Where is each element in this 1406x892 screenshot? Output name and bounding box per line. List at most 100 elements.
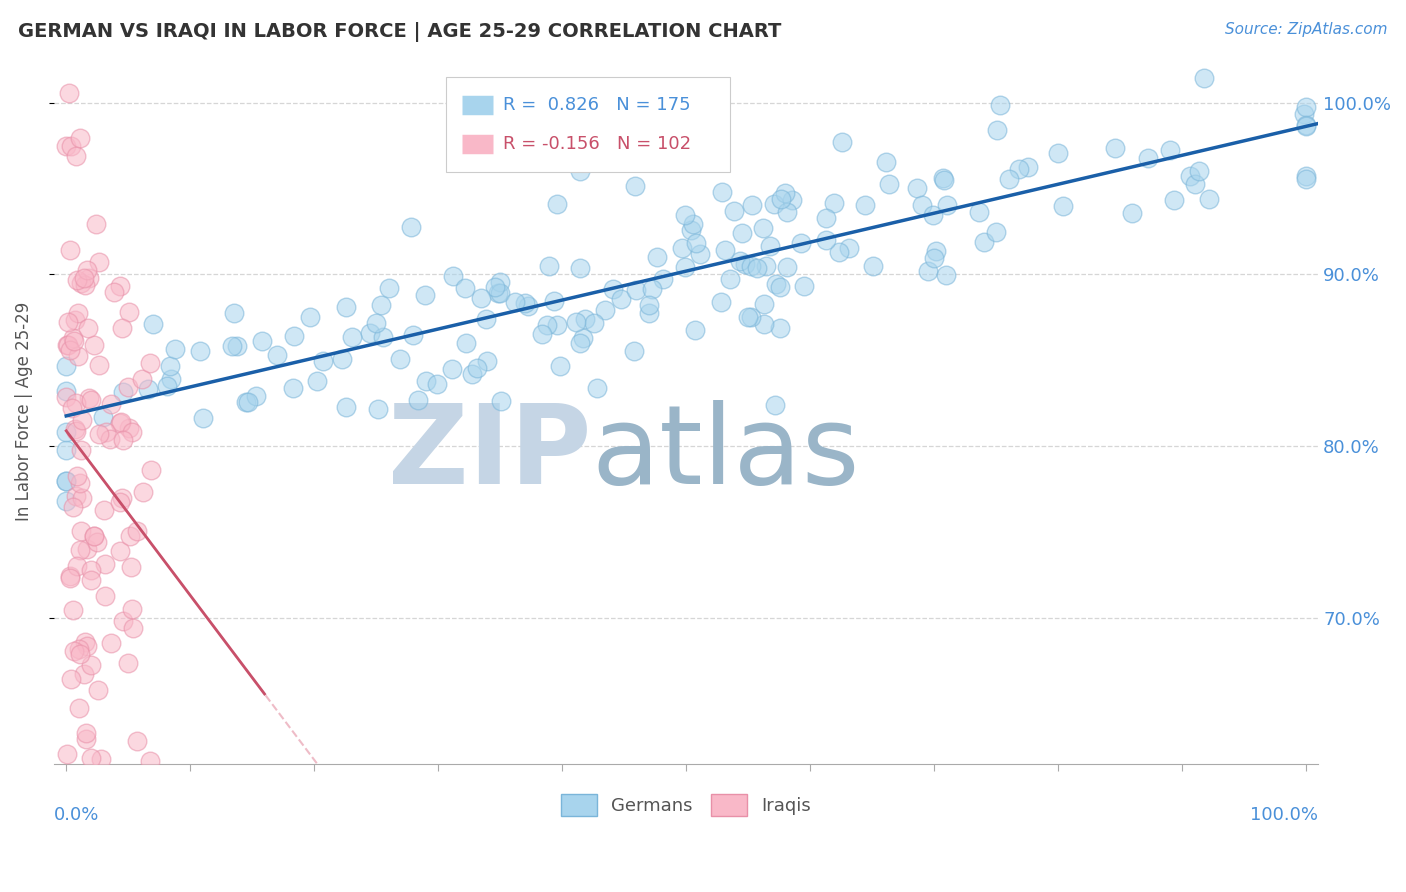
Point — [986, 122, 1008, 136]
Point — [652, 271, 675, 285]
Text: R = -0.156   N = 102: R = -0.156 N = 102 — [503, 135, 690, 153]
Point — [1008, 162, 1031, 177]
Point — [89, 255, 111, 269]
Point — [741, 198, 763, 212]
Point — [66, 469, 89, 483]
Legend: Germans, Iraqis: Germans, Iraqis — [551, 785, 820, 825]
Point — [84, 218, 107, 232]
Point — [55, 474, 77, 488]
Point — [1178, 169, 1201, 183]
Point — [413, 287, 436, 301]
Point — [236, 395, 259, 409]
Point — [77, 392, 100, 406]
Point — [645, 250, 668, 264]
Point — [765, 277, 787, 292]
Point — [67, 349, 90, 363]
Point — [488, 285, 510, 300]
Point — [935, 198, 957, 212]
Point — [156, 378, 179, 392]
Point — [117, 656, 139, 670]
Point — [222, 306, 245, 320]
Point — [754, 296, 776, 310]
Point — [768, 280, 790, 294]
Point — [55, 384, 77, 399]
Point — [740, 310, 762, 325]
Point — [831, 136, 853, 150]
Point — [1295, 120, 1317, 134]
Point — [828, 245, 851, 260]
Point — [70, 413, 93, 427]
Point — [370, 298, 392, 312]
Point — [55, 474, 77, 488]
Point — [465, 360, 488, 375]
Point — [83, 529, 105, 543]
Point — [470, 292, 492, 306]
Point — [967, 205, 990, 219]
Point — [911, 198, 934, 212]
Point — [139, 754, 162, 768]
Point — [73, 277, 96, 292]
Point — [298, 310, 321, 324]
Point — [531, 326, 554, 341]
Point — [546, 318, 568, 332]
Point — [118, 305, 141, 319]
Point — [762, 197, 785, 211]
Point — [69, 647, 91, 661]
Point — [780, 194, 803, 208]
Point — [723, 203, 745, 218]
Point — [67, 642, 90, 657]
Point — [441, 269, 464, 284]
Point — [823, 196, 845, 211]
Point — [80, 563, 103, 577]
Point — [245, 389, 267, 403]
Point — [536, 318, 558, 332]
Point — [1292, 107, 1315, 121]
Point — [1192, 70, 1215, 85]
Point — [1295, 172, 1317, 186]
Point — [55, 747, 77, 761]
Point — [159, 359, 181, 373]
Point — [342, 329, 364, 343]
Point — [86, 535, 108, 549]
Point — [226, 339, 249, 353]
Point — [111, 614, 134, 628]
Point — [121, 560, 143, 574]
Point — [1017, 160, 1039, 174]
Point — [1295, 118, 1317, 132]
Point — [59, 569, 82, 583]
Point — [188, 343, 211, 358]
Point — [359, 326, 381, 341]
Point — [79, 270, 101, 285]
Point — [998, 172, 1021, 186]
Point — [335, 400, 357, 414]
Point — [127, 524, 149, 539]
Point — [63, 334, 86, 348]
Point — [734, 257, 756, 271]
Point — [63, 312, 86, 326]
Point — [62, 500, 84, 515]
Point — [65, 424, 87, 438]
Point — [80, 573, 103, 587]
Point — [378, 281, 401, 295]
Point — [111, 321, 134, 335]
Point — [366, 316, 388, 330]
Point — [1137, 151, 1160, 165]
Point — [65, 422, 87, 436]
Point — [862, 259, 884, 273]
Point — [131, 372, 153, 386]
Point — [283, 329, 305, 343]
Point — [453, 281, 475, 295]
Point — [1188, 164, 1211, 178]
Point — [136, 382, 159, 396]
Point — [637, 305, 659, 319]
Point — [491, 394, 513, 409]
Point — [475, 311, 498, 326]
Point — [546, 196, 568, 211]
Point — [66, 273, 89, 287]
Point — [814, 211, 837, 225]
Point — [94, 425, 117, 439]
Point — [108, 416, 131, 430]
Point — [62, 644, 84, 658]
Point — [388, 351, 411, 366]
Point — [65, 149, 87, 163]
